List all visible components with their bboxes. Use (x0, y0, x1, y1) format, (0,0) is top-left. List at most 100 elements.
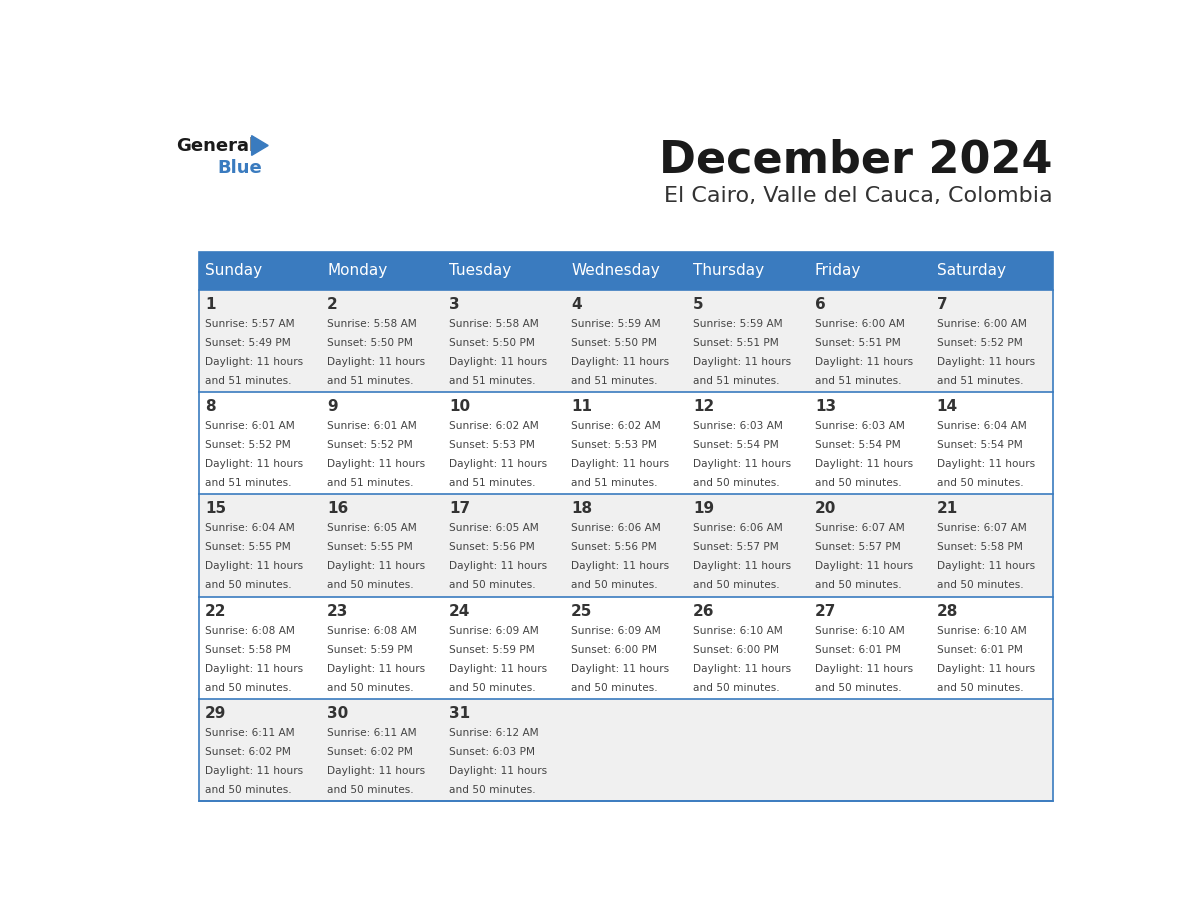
Bar (200, 700, 321, 801)
Bar (200, 290, 321, 392)
Text: Sunset: 5:51 PM: Sunset: 5:51 PM (815, 338, 901, 348)
Text: and 51 minutes.: and 51 minutes. (449, 375, 536, 386)
Text: 5: 5 (693, 297, 703, 312)
Text: Sunrise: 6:11 AM: Sunrise: 6:11 AM (206, 728, 295, 738)
Bar (443, 252, 565, 290)
Text: Sunrise: 6:12 AM: Sunrise: 6:12 AM (449, 728, 538, 738)
Bar (321, 290, 443, 392)
Text: Sunrise: 6:11 AM: Sunrise: 6:11 AM (327, 728, 417, 738)
Text: and 50 minutes.: and 50 minutes. (449, 683, 536, 693)
Text: Daylight: 11 hours: Daylight: 11 hours (449, 664, 548, 674)
Bar (809, 700, 930, 801)
Text: Daylight: 11 hours: Daylight: 11 hours (449, 357, 548, 366)
Text: and 50 minutes.: and 50 minutes. (449, 580, 536, 590)
Text: 19: 19 (693, 501, 714, 517)
Bar (443, 392, 565, 495)
Text: Sunrise: 5:59 AM: Sunrise: 5:59 AM (571, 319, 661, 329)
Bar (200, 597, 321, 700)
Text: 29: 29 (206, 706, 227, 722)
Text: 10: 10 (449, 399, 470, 414)
Text: Sunrise: 6:04 AM: Sunrise: 6:04 AM (206, 523, 295, 533)
Text: Sunset: 5:52 PM: Sunset: 5:52 PM (327, 440, 413, 450)
Text: Daylight: 11 hours: Daylight: 11 hours (571, 459, 669, 469)
Text: and 50 minutes.: and 50 minutes. (571, 580, 658, 590)
Text: Blue: Blue (217, 159, 263, 177)
Text: and 50 minutes.: and 50 minutes. (327, 785, 413, 795)
Text: 26: 26 (693, 604, 714, 619)
Text: Daylight: 11 hours: Daylight: 11 hours (327, 766, 425, 776)
Text: Daylight: 11 hours: Daylight: 11 hours (449, 766, 548, 776)
Text: Daylight: 11 hours: Daylight: 11 hours (206, 766, 303, 776)
Text: Sunrise: 6:03 AM: Sunrise: 6:03 AM (815, 421, 905, 431)
Bar (809, 495, 930, 597)
Text: and 50 minutes.: and 50 minutes. (815, 478, 902, 488)
Bar (930, 700, 1053, 801)
Text: Saturday: Saturday (937, 263, 1006, 278)
Text: 28: 28 (937, 604, 959, 619)
Text: Sunset: 5:59 PM: Sunset: 5:59 PM (449, 644, 535, 655)
Text: December 2024: December 2024 (659, 139, 1053, 182)
Bar (321, 392, 443, 495)
Text: Wednesday: Wednesday (571, 263, 659, 278)
Text: Sunset: 5:52 PM: Sunset: 5:52 PM (937, 338, 1023, 348)
Bar (565, 252, 687, 290)
Bar (565, 597, 687, 700)
Text: Tuesday: Tuesday (449, 263, 511, 278)
Text: General: General (176, 137, 255, 154)
Bar (687, 495, 809, 597)
Text: Sunset: 6:03 PM: Sunset: 6:03 PM (449, 747, 535, 757)
Text: and 50 minutes.: and 50 minutes. (937, 478, 1023, 488)
Text: and 51 minutes.: and 51 minutes. (693, 375, 779, 386)
Bar (930, 290, 1053, 392)
Text: 16: 16 (327, 501, 348, 517)
Text: and 50 minutes.: and 50 minutes. (327, 683, 413, 693)
Text: Friday: Friday (815, 263, 861, 278)
Text: Daylight: 11 hours: Daylight: 11 hours (815, 664, 914, 674)
Text: and 50 minutes.: and 50 minutes. (206, 683, 292, 693)
Text: Sunset: 5:53 PM: Sunset: 5:53 PM (449, 440, 535, 450)
Bar (809, 252, 930, 290)
Text: 25: 25 (571, 604, 593, 619)
Text: Daylight: 11 hours: Daylight: 11 hours (693, 459, 791, 469)
Text: Sunset: 6:02 PM: Sunset: 6:02 PM (327, 747, 413, 757)
Text: Daylight: 11 hours: Daylight: 11 hours (693, 357, 791, 366)
Text: and 50 minutes.: and 50 minutes. (937, 683, 1023, 693)
Text: Daylight: 11 hours: Daylight: 11 hours (327, 664, 425, 674)
Text: 31: 31 (449, 706, 470, 722)
Text: Sunset: 5:55 PM: Sunset: 5:55 PM (327, 543, 413, 553)
Text: Daylight: 11 hours: Daylight: 11 hours (571, 664, 669, 674)
Text: and 50 minutes.: and 50 minutes. (206, 580, 292, 590)
Text: Sunset: 6:01 PM: Sunset: 6:01 PM (815, 644, 901, 655)
Text: Sunset: 6:02 PM: Sunset: 6:02 PM (206, 747, 291, 757)
Bar (200, 252, 321, 290)
Text: Sunset: 5:49 PM: Sunset: 5:49 PM (206, 338, 291, 348)
Text: 4: 4 (571, 297, 582, 312)
Text: Sunrise: 6:00 AM: Sunrise: 6:00 AM (815, 319, 905, 329)
Text: Daylight: 11 hours: Daylight: 11 hours (206, 357, 303, 366)
Bar (687, 252, 809, 290)
Text: Sunrise: 5:59 AM: Sunrise: 5:59 AM (693, 319, 783, 329)
Text: Daylight: 11 hours: Daylight: 11 hours (937, 561, 1035, 571)
Text: and 50 minutes.: and 50 minutes. (815, 683, 902, 693)
Text: 11: 11 (571, 399, 592, 414)
Bar (321, 252, 443, 290)
Bar (809, 290, 930, 392)
Text: Sunset: 5:51 PM: Sunset: 5:51 PM (693, 338, 778, 348)
Text: and 51 minutes.: and 51 minutes. (206, 375, 292, 386)
Text: 20: 20 (815, 501, 836, 517)
Text: Monday: Monday (327, 263, 387, 278)
Text: 24: 24 (449, 604, 470, 619)
Bar (930, 252, 1053, 290)
Text: Sunrise: 5:58 AM: Sunrise: 5:58 AM (327, 319, 417, 329)
Text: Sunrise: 6:10 AM: Sunrise: 6:10 AM (693, 626, 783, 636)
Text: Sunrise: 6:09 AM: Sunrise: 6:09 AM (449, 626, 539, 636)
Text: 7: 7 (937, 297, 947, 312)
Text: and 51 minutes.: and 51 minutes. (571, 478, 657, 488)
Text: and 51 minutes.: and 51 minutes. (815, 375, 902, 386)
Bar (809, 392, 930, 495)
Bar (443, 597, 565, 700)
Text: Daylight: 11 hours: Daylight: 11 hours (449, 561, 548, 571)
Text: Sunrise: 6:02 AM: Sunrise: 6:02 AM (571, 421, 661, 431)
Text: 15: 15 (206, 501, 227, 517)
Text: Sunrise: 6:07 AM: Sunrise: 6:07 AM (937, 523, 1026, 533)
